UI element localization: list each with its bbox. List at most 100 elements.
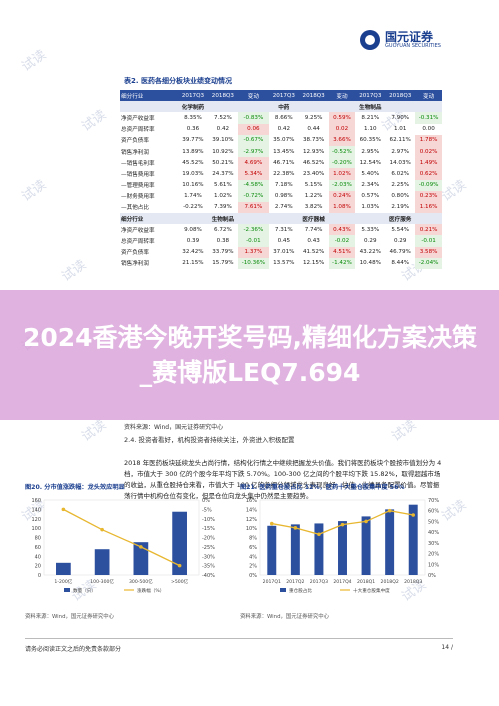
table-cell: 0.43% [328, 224, 356, 236]
table-cell: 1.08% [328, 201, 356, 214]
table-cell: 1.74% [184, 193, 202, 200]
y-tick-label-left: 16% [246, 498, 257, 504]
table-cell: 7.18% [274, 182, 293, 189]
table-cell: 19.03% [182, 170, 204, 177]
table-cell: 6.72% [213, 226, 232, 233]
table-cell: 10.48% [359, 260, 381, 267]
table-cell: 0.42 [277, 126, 291, 133]
y-tick-label-right: 60% [428, 509, 439, 515]
table-row: —销售费用率 19.03% 24.37% 5.34% 22.38% 23.40% 1.02%… [120, 168, 442, 180]
table-source: 资料来源：Wind，国元证券研究中心 [124, 424, 224, 431]
chart-title-right: 图21. 医药重仓股占比 12%，医药十大重仓股集中度 56% [240, 484, 405, 491]
table-cell: -0.72% [237, 190, 269, 202]
watermark-text: 试读 [19, 177, 50, 205]
y-tick-label-right: 50% [428, 519, 439, 525]
table-row: 销售净利润 21.15% 15.79% -10.36% 13.57% 12.15% -1.4… [120, 257, 442, 269]
table-cell: 46.71% [273, 159, 295, 166]
table-cell: 医疗服务 [385, 213, 416, 225]
table-cell: 1.22% [304, 193, 323, 200]
table-cell: 35.07% [273, 137, 295, 144]
table-cell: 12.93% [302, 148, 325, 155]
table-cell: 2.95% [361, 148, 380, 155]
body-paragraph: 2018 年医药板块延续龙头占尚行情，结构化行情之中继续把握龙头价值。我们将医药… [124, 459, 442, 500]
table-cell: 0.02 [328, 123, 356, 135]
table-cell: 1.16% [415, 201, 442, 214]
table-cell: 24.37% [212, 170, 234, 177]
table-cell: 39.10% [212, 137, 234, 144]
table-cell: 7.61% [237, 201, 269, 214]
table-cell: 37.01% [273, 249, 295, 256]
line-point [411, 513, 416, 517]
y-tick-label-left: 14% [246, 507, 257, 513]
table-cell: 2017Q3 [268, 90, 299, 102]
table-cell: 2.34% [361, 182, 380, 189]
line-point [139, 545, 143, 549]
y-tick-label-right: 20% [428, 552, 439, 558]
chart-right: 16% 14% 12% 10% 8% 6% 4% 2% 0% 70% 60% 50% 40% 30% 20%… [246, 498, 439, 594]
table-cell: 2018Q3 [385, 90, 416, 102]
table-cell: 0.39 [186, 238, 200, 245]
series-line [63, 508, 180, 567]
table-cell: 62.11% [389, 137, 411, 144]
table-cell: 净资产收益率 [121, 227, 155, 234]
table-cell: -0.01 [237, 235, 269, 247]
legend-swatch-bar [64, 588, 70, 592]
table-cell: 8.44% [391, 260, 410, 267]
line-point [317, 532, 321, 537]
table-cell [385, 101, 416, 113]
line-point [293, 526, 298, 530]
chart-bar [56, 562, 71, 575]
table-cell [207, 101, 238, 113]
table-cell: —销售费用率 [121, 171, 155, 178]
table-cell: —财务费用率 [121, 194, 155, 201]
y-tick-label-left: 40 [35, 554, 41, 560]
table-cell: 2017Q3 [355, 90, 386, 102]
line-point [100, 527, 104, 532]
table-cell: 变动 [237, 90, 269, 102]
table-cell: 2.74% [274, 204, 293, 211]
x-tick-label: 2018Q1 [357, 579, 375, 585]
chart-bar [408, 504, 418, 575]
table-cell: 3.58% [415, 246, 442, 258]
table-cell: 资产负债率 [121, 250, 149, 257]
table-cell: 5.54% [391, 226, 410, 233]
table-cell: -2.04% [415, 257, 442, 269]
table-cell: 5.61% [213, 182, 232, 189]
table-cell: -0.01 [415, 235, 442, 247]
table-cell: 0.23% [415, 190, 442, 202]
y-tick-label-left: 20 [35, 564, 41, 570]
table-cell: 50.21% [212, 159, 234, 166]
table-cell [237, 213, 269, 225]
chart-bar [314, 523, 324, 575]
table-cell: 2018Q3 [298, 90, 329, 102]
line-point [269, 521, 274, 526]
y-tick-label-right: 0% [428, 573, 436, 579]
legend-label: 重仓股占比 [289, 587, 312, 594]
y-tick-label-left: 80 [35, 536, 41, 542]
table-row: 净资产收益率 8.35% 7.52% -0.83% 8.66% 9.25% 0.59% 8.2… [120, 112, 442, 124]
table-row: 销售净利润 13.89% 10.92% -2.97% 13.45% 12.93% -0.52… [120, 145, 442, 158]
table-cell: -4.58% [237, 179, 269, 191]
y-tick-label-right: 40% [428, 530, 439, 536]
y-tick-label-right: -5% [202, 507, 212, 513]
y-tick-label-left: 12% [246, 517, 257, 523]
table-row: —管理费用率 10.16% 5.61% -4.58% 7.18% 5.15% -2.03% 2… [120, 179, 442, 191]
table-cell: 0.45 [277, 238, 291, 245]
y-tick-label-left: 2% [249, 564, 257, 570]
table-cell: 2.25% [391, 182, 410, 189]
y-tick-label-right: 70% [428, 498, 439, 504]
table-cell: 5.15% [304, 182, 323, 189]
y-tick-label-right: 10% [428, 562, 439, 568]
table-row: 化学制药 中药 生物制品 [120, 101, 442, 113]
table-cell: 4.69% [237, 157, 269, 169]
table-cell: 0.29 [393, 238, 407, 245]
table-cell: —销售毛利率 [121, 160, 155, 167]
table-row: 细分行业 2017Q3 2018Q3 变动 2017Q3 2018Q3 变动 2017Q3 20… [120, 90, 442, 102]
table-cell: 净资产收益率 [121, 115, 155, 122]
table-cell: -0.67% [237, 134, 269, 146]
y-tick-label-right: -10% [202, 517, 215, 523]
table-cell: 中药 [268, 101, 299, 113]
line-point [387, 508, 392, 513]
chart-bar [133, 542, 149, 575]
y-tick-label-right: -20% [202, 536, 215, 542]
